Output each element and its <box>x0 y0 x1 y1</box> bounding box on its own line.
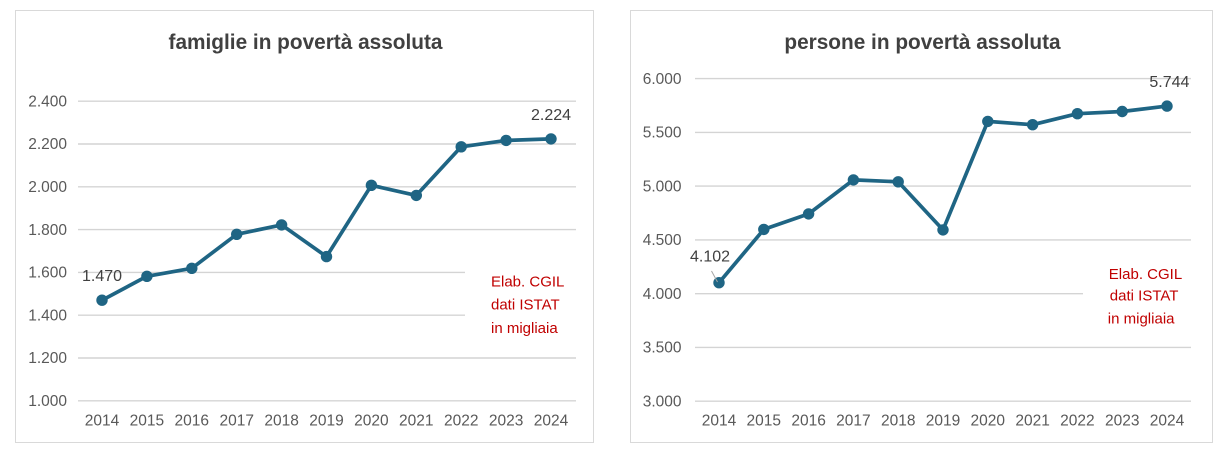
svg-text:in migliaia: in migliaia <box>1108 311 1175 328</box>
svg-text:2018: 2018 <box>881 412 915 429</box>
svg-text:6.000: 6.000 <box>643 71 682 88</box>
svg-text:4.000: 4.000 <box>643 286 682 303</box>
svg-text:2022: 2022 <box>1060 412 1094 429</box>
svg-text:2019: 2019 <box>309 412 343 429</box>
svg-text:5.744: 5.744 <box>1149 74 1189 91</box>
svg-text:2021: 2021 <box>1015 412 1049 429</box>
svg-text:2020: 2020 <box>354 412 389 429</box>
svg-text:2014: 2014 <box>85 412 120 429</box>
svg-text:2024: 2024 <box>1150 412 1185 429</box>
svg-text:2014: 2014 <box>702 412 737 429</box>
svg-text:2023: 2023 <box>489 412 523 429</box>
svg-text:2.000: 2.000 <box>28 179 67 196</box>
svg-text:2016: 2016 <box>175 412 209 429</box>
svg-text:4.500: 4.500 <box>643 232 682 249</box>
svg-text:2017: 2017 <box>219 412 253 429</box>
svg-text:2018: 2018 <box>264 412 298 429</box>
svg-text:1.600: 1.600 <box>28 265 67 282</box>
svg-text:2.200: 2.200 <box>28 136 67 153</box>
svg-text:1.800: 1.800 <box>28 222 67 239</box>
svg-text:2020: 2020 <box>971 412 1006 429</box>
svg-text:1.200: 1.200 <box>28 350 67 367</box>
svg-text:1.470: 1.470 <box>82 268 122 285</box>
svg-text:2.400: 2.400 <box>28 93 67 110</box>
svg-text:2017: 2017 <box>836 412 870 429</box>
svg-text:3.500: 3.500 <box>643 340 682 357</box>
svg-text:Elab. CGIL: Elab. CGIL <box>1109 266 1182 283</box>
svg-text:persone in povertà assoluta: persone in povertà assoluta <box>784 31 1061 54</box>
svg-text:famiglie in povertà assoluta: famiglie in povertà assoluta <box>169 31 443 54</box>
svg-text:2023: 2023 <box>1105 412 1139 429</box>
svg-text:dati ISTAT: dati ISTAT <box>491 296 560 313</box>
svg-text:4.102: 4.102 <box>690 249 730 266</box>
svg-text:in migliaia: in migliaia <box>491 320 558 337</box>
svg-text:1.000: 1.000 <box>28 393 67 410</box>
svg-text:2022: 2022 <box>444 412 478 429</box>
svg-text:2.224: 2.224 <box>531 107 571 124</box>
svg-text:2015: 2015 <box>130 412 164 429</box>
svg-text:3.000: 3.000 <box>643 393 682 410</box>
svg-text:dati ISTAT: dati ISTAT <box>1110 287 1179 304</box>
svg-text:2021: 2021 <box>399 412 433 429</box>
svg-text:Elab. CGIL: Elab. CGIL <box>491 273 564 290</box>
svg-text:2016: 2016 <box>791 412 825 429</box>
svg-text:5.500: 5.500 <box>643 125 682 142</box>
svg-text:2015: 2015 <box>747 412 781 429</box>
svg-text:2019: 2019 <box>926 412 960 429</box>
svg-text:2024: 2024 <box>534 412 569 429</box>
svg-text:5.000: 5.000 <box>643 178 682 195</box>
svg-text:1.400: 1.400 <box>28 307 67 324</box>
